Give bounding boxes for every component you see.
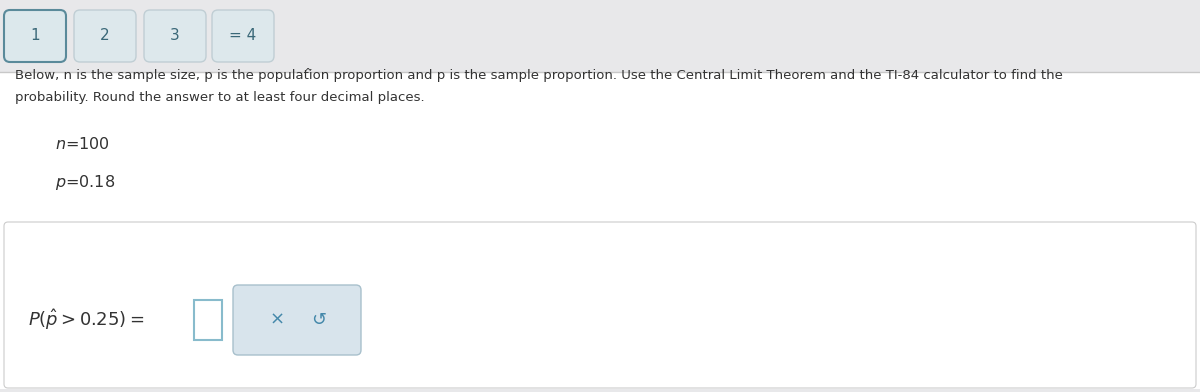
Text: $\mathit{p}$=0.18: $\mathit{p}$=0.18 <box>55 172 115 192</box>
FancyBboxPatch shape <box>212 10 274 62</box>
Text: ×: × <box>269 311 284 329</box>
FancyBboxPatch shape <box>233 285 361 355</box>
FancyBboxPatch shape <box>4 222 1196 388</box>
FancyBboxPatch shape <box>74 10 136 62</box>
FancyBboxPatch shape <box>144 10 206 62</box>
Text: 1: 1 <box>30 29 40 44</box>
Text: ↺: ↺ <box>311 311 326 329</box>
Text: 3: 3 <box>170 29 180 44</box>
Text: ^: ^ <box>304 68 312 78</box>
FancyBboxPatch shape <box>4 10 66 62</box>
Text: $\mathit{n}$=100: $\mathit{n}$=100 <box>55 136 110 152</box>
Text: = 4: = 4 <box>229 29 257 44</box>
Text: 2: 2 <box>100 29 110 44</box>
FancyBboxPatch shape <box>0 72 1200 389</box>
Text: probability. Round the answer to at least four decimal places.: probability. Round the answer to at leas… <box>14 91 425 104</box>
FancyBboxPatch shape <box>0 0 1200 72</box>
Text: Below, n is the sample size, p is the population proportion and p is the sample : Below, n is the sample size, p is the po… <box>14 69 1063 82</box>
Text: $P(\hat{p}>0.25)=$: $P(\hat{p}>0.25)=$ <box>28 308 144 332</box>
FancyBboxPatch shape <box>194 300 222 340</box>
